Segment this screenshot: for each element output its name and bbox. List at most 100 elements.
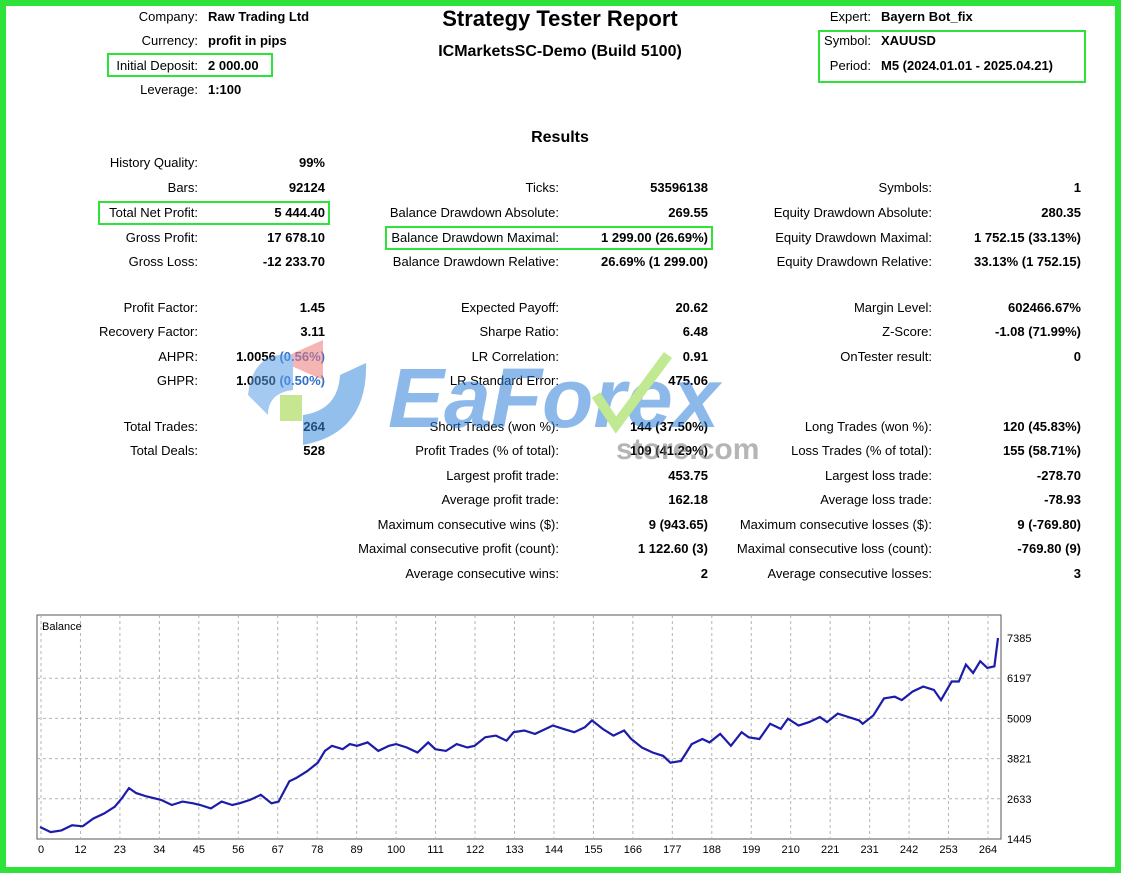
x-tick-label: 221: [821, 844, 839, 856]
x-tick-label: 264: [979, 844, 997, 856]
stat-label: GHPR:: [156, 373, 198, 388]
expert-row: Expert: Bayern Bot_fix: [829, 9, 973, 24]
stat-value: 1.45: [105, 298, 325, 318]
stat-value-main: 162.18: [668, 492, 708, 507]
stat-value: 1 752.15 (33.13%): [861, 228, 1081, 248]
watermark-shape-red: [278, 340, 323, 380]
col3-row: Z-Score: -1.08 (71.99%): [0, 322, 1121, 342]
stat-label: Expected Payoff:: [460, 300, 559, 315]
stat-value: 155 (58.71%): [861, 441, 1081, 461]
stat-value-main: 9 (943.65): [648, 517, 708, 532]
watermark-logo: EaForex store.com: [248, 340, 759, 465]
stat-value-main: -12 233.70: [262, 254, 325, 269]
report-subtitle: ICMarketsSC-Demo (Build 5100): [438, 43, 682, 60]
stat-label: Maximum consecutive losses ($):: [739, 517, 932, 532]
stat-value-main: -78.93: [1044, 492, 1081, 507]
x-tick-label: 122: [466, 844, 484, 856]
stat-value: 17 678.10: [105, 228, 325, 248]
col1-row: Total Deals: 528: [0, 441, 1121, 461]
stat-value: 0: [861, 347, 1081, 367]
col2-row: Short Trades (won %): 144 (37.50%): [0, 417, 1121, 437]
stat-value: -769.80 (9): [861, 539, 1081, 559]
stat-value-main: 155 (58.71%): [1002, 443, 1081, 458]
col3-row: Average consecutive losses: 3: [0, 564, 1121, 584]
x-tick-label: 0: [38, 844, 44, 856]
stat-value-main: 144 (37.50%): [629, 419, 708, 434]
col2-row: Expected Payoff: 20.62: [0, 298, 1121, 318]
col1-row: Profit Factor: 1.45: [0, 298, 1121, 318]
stat-value: -78.93: [861, 490, 1081, 510]
watermark-shape-green: [280, 395, 302, 421]
stat-value: -12 233.70: [105, 252, 325, 272]
y-tick-label: 1445: [1007, 834, 1031, 846]
stat-value-main: 528: [303, 443, 325, 458]
stat-value: 9 (-769.80): [861, 515, 1081, 535]
stat-value-main: -278.70: [1036, 468, 1081, 483]
x-tick-label: 155: [584, 844, 602, 856]
x-tick-label: 23: [114, 844, 126, 856]
col3-row: Maximal consecutive loss (count): -769.80…: [0, 539, 1121, 559]
stat-value-main: 0: [1073, 349, 1081, 364]
x-tick-label: 242: [900, 844, 918, 856]
leverage-row: Leverage: 1:100: [140, 82, 242, 97]
stat-label: Equity Drawdown Maximal:: [775, 230, 932, 245]
x-tick-label: 34: [153, 844, 165, 856]
stat-label: Average consecutive losses:: [767, 566, 932, 581]
col3-row: Average loss trade: -78.93: [0, 490, 1121, 510]
col1-row: Total Net Profit: 5 444.40: [0, 203, 1121, 223]
y-tick-label: 3821: [1007, 754, 1031, 766]
stat-label: Total Net Profit:: [109, 205, 198, 220]
stat-value: 99%: [105, 153, 325, 173]
stat-value: -278.70: [861, 466, 1081, 486]
stat-label: Gross Loss:: [128, 254, 198, 269]
stat-label: LR Standard Error:: [449, 373, 559, 388]
stat-value: 92124: [105, 178, 325, 198]
chart-plot-area: [36, 614, 1002, 840]
col2-row: Largest profit trade: 453.75: [0, 466, 1121, 486]
symbol-row: Symbol: XAUUSD: [824, 33, 936, 48]
stat-value: 602466.67%: [861, 298, 1081, 318]
col2-row: Maximum consecutive wins ($): 9 (943.65): [0, 515, 1121, 535]
x-tick-label: 253: [939, 844, 957, 856]
col2-row: Balance Drawdown Relative: 26.69% (1 299.…: [0, 252, 1121, 272]
watermark-domain-text: store.com: [616, 433, 759, 465]
x-tick-label: 12: [74, 844, 86, 856]
stat-label: Total Trades:: [123, 419, 198, 434]
results-heading: Results: [531, 129, 589, 146]
stat-label: Bars:: [167, 180, 198, 195]
stat-value: 528: [105, 441, 325, 461]
stat-value: 6.48: [488, 322, 708, 342]
col2-row: Maximal consecutive profit (count): 1 122…: [0, 539, 1121, 559]
stat-label: Balance Drawdown Relative:: [392, 254, 559, 269]
stat-value: 162.18: [488, 490, 708, 510]
stat-value-main: 1: [1073, 180, 1081, 195]
watermark-brand-text: EaForex: [388, 351, 723, 445]
stat-value-main: 99%: [298, 155, 325, 170]
stat-label: Equity Drawdown Absolute:: [773, 205, 932, 220]
stat-label: Largest profit trade:: [446, 468, 559, 483]
stat-value-main: 280.35: [1041, 205, 1081, 220]
stat-label: Total Deals:: [130, 443, 198, 458]
col2-row: Sharpe Ratio: 6.48: [0, 322, 1121, 342]
x-tick-label: 56: [232, 844, 244, 856]
stat-label: Loss Trades (% of total):: [791, 443, 932, 458]
col2-row: Average consecutive wins: 2: [0, 564, 1121, 584]
stat-label: Maximum consecutive wins ($):: [377, 517, 559, 532]
col2-row: Ticks: 53596138: [0, 178, 1121, 198]
stat-value-main: 17 678.10: [267, 230, 325, 245]
stat-label: Ticks:: [525, 180, 559, 195]
x-tick-label: 67: [272, 844, 284, 856]
x-tick-label: 210: [782, 844, 800, 856]
stat-value: 9 (943.65): [488, 515, 708, 535]
stat-value: 33.13% (1 752.15): [861, 252, 1081, 272]
stat-label: History Quality:: [109, 155, 198, 170]
stat-value-main: 20.62: [675, 300, 708, 315]
stat-label: Largest loss trade:: [825, 468, 932, 483]
stat-label: Maximal consecutive profit (count):: [358, 541, 559, 556]
x-tick-label: 231: [860, 844, 878, 856]
stat-value: 109 (41.29%): [488, 441, 708, 461]
stat-value: 1: [861, 178, 1081, 198]
y-tick-label: 7385: [1007, 633, 1031, 645]
stat-value-main: 2: [700, 566, 708, 581]
stat-value: 144 (37.50%): [488, 417, 708, 437]
